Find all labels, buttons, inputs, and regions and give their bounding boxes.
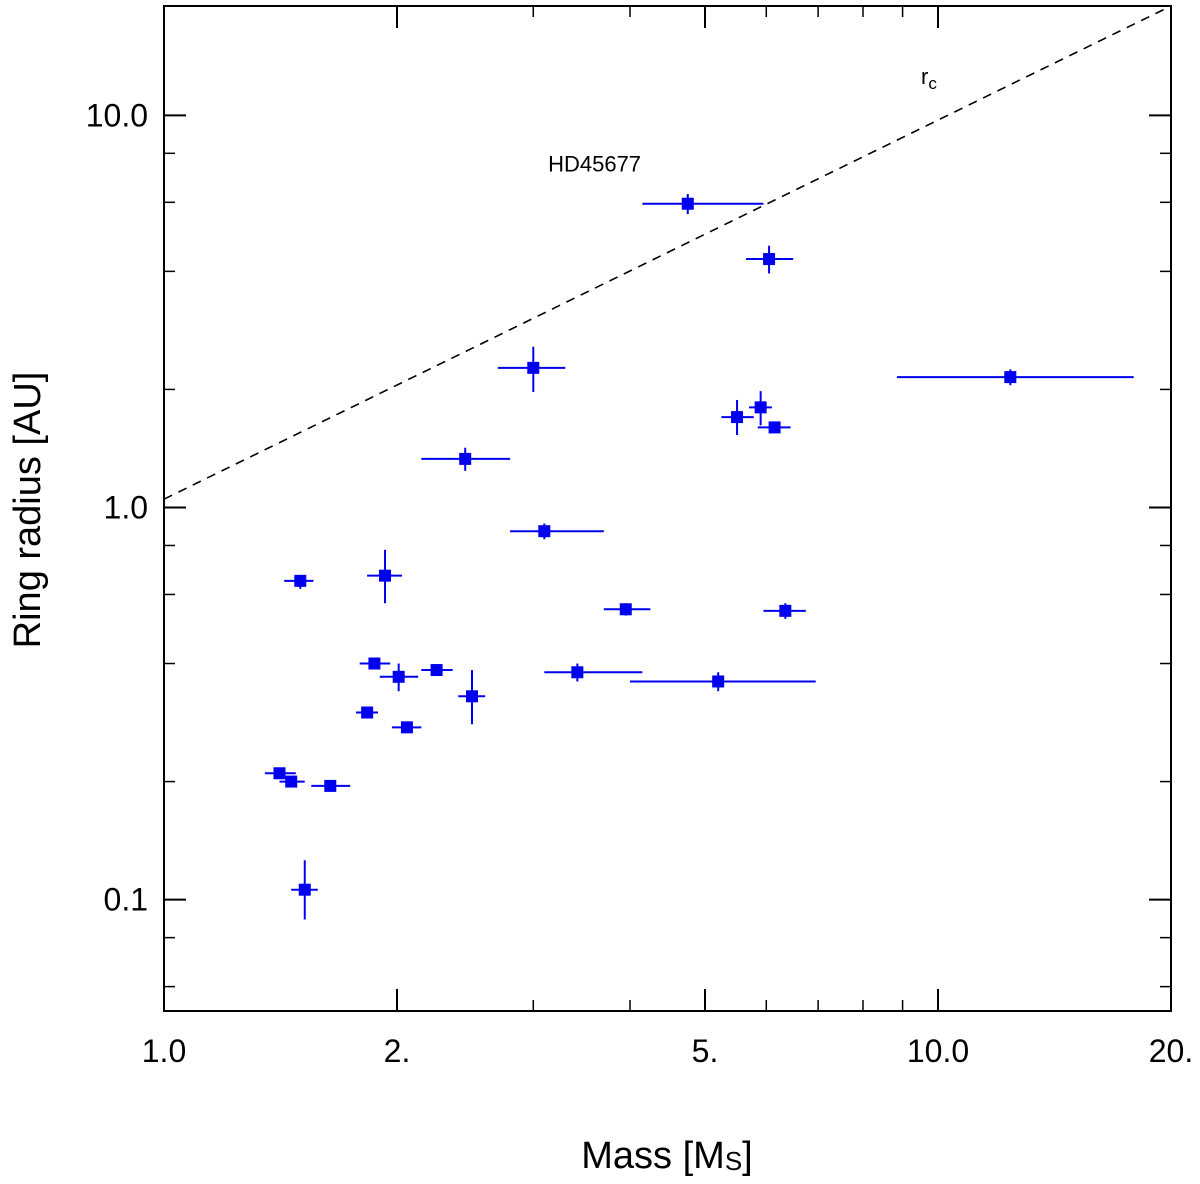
data-point: [311, 779, 351, 792]
x-tick-label: 10.0: [907, 1033, 969, 1069]
x-axis-title-main: Mass [M: [581, 1135, 725, 1177]
point-marker: [368, 657, 381, 670]
point-annotation: HD45677: [548, 151, 641, 176]
x-tick-label: 1.0: [142, 1033, 186, 1069]
point-marker: [379, 569, 392, 582]
point-marker: [712, 675, 725, 688]
data-point: [367, 549, 403, 604]
data-point: [391, 721, 422, 734]
point-marker: [768, 421, 781, 434]
data-point: [629, 672, 816, 692]
x-axis-title-subscript: S: [725, 1146, 742, 1176]
point-marker: [298, 883, 311, 896]
rc-label-subscript: c: [928, 74, 937, 93]
data-point: [458, 670, 486, 725]
point-marker: [392, 670, 405, 683]
point-marker: [538, 525, 551, 538]
data-point: [763, 603, 806, 619]
point-marker: [779, 604, 792, 617]
data-point: [749, 391, 772, 426]
data-point: [510, 523, 604, 540]
point-marker: [754, 401, 767, 414]
x-tick-label: 20.: [1149, 1033, 1193, 1069]
y-axis-title: Ring radius [AU]: [7, 372, 49, 649]
data-point: [421, 447, 511, 471]
x-axis-title: Mass [MS]: [581, 1135, 752, 1177]
data-point: [497, 346, 566, 392]
point-marker: [571, 666, 584, 679]
point-marker: [681, 197, 694, 210]
x-axis-title-end: ]: [742, 1135, 753, 1177]
axis-ticks: [163, 6, 1172, 1011]
data-point: [284, 574, 314, 589]
point-marker: [400, 721, 413, 734]
x-tick-label: 2.: [384, 1033, 411, 1069]
point-marker: [731, 411, 744, 424]
plot-frame: [163, 5, 1172, 1012]
data-point: [757, 421, 791, 434]
data-point: [721, 399, 754, 436]
point-marker: [324, 779, 337, 792]
rc-reference-line: [163, 5, 1172, 500]
point-marker: [619, 603, 632, 616]
point-marker: [285, 775, 298, 788]
y-tick-label: 1.0: [104, 489, 148, 525]
point-marker: [294, 574, 307, 587]
point-marker: [466, 690, 479, 703]
data-point: [359, 657, 391, 670]
rc-line-label: rc: [921, 64, 937, 93]
data-point: [746, 245, 794, 274]
point-marker: [763, 253, 776, 266]
plot-area: rc HD45677: [163, 5, 1172, 920]
y-tick-label: 10.0: [86, 97, 148, 133]
rc-label-main: r: [921, 64, 928, 89]
point-marker: [273, 767, 286, 780]
data-point: [291, 860, 318, 920]
data-point: [279, 775, 305, 788]
data-point: [355, 706, 378, 719]
point-marker: [527, 361, 540, 374]
data-point: [379, 663, 419, 692]
tick-labels: 1.0 2. 5. 10.0 20. 0.1 1.0 10.0: [86, 97, 1194, 1069]
data-point: [264, 767, 296, 780]
data-point: [421, 664, 453, 677]
point-marker: [1004, 371, 1017, 384]
point-marker: [459, 452, 472, 465]
x-tick-label: 5.: [692, 1033, 719, 1069]
data-point: [544, 663, 643, 682]
data-point: [896, 369, 1134, 386]
data-point: [642, 194, 764, 215]
data-point: [603, 603, 651, 616]
y-tick-label: 0.1: [104, 882, 148, 918]
point-marker: [430, 664, 443, 677]
point-marker: [361, 706, 374, 719]
